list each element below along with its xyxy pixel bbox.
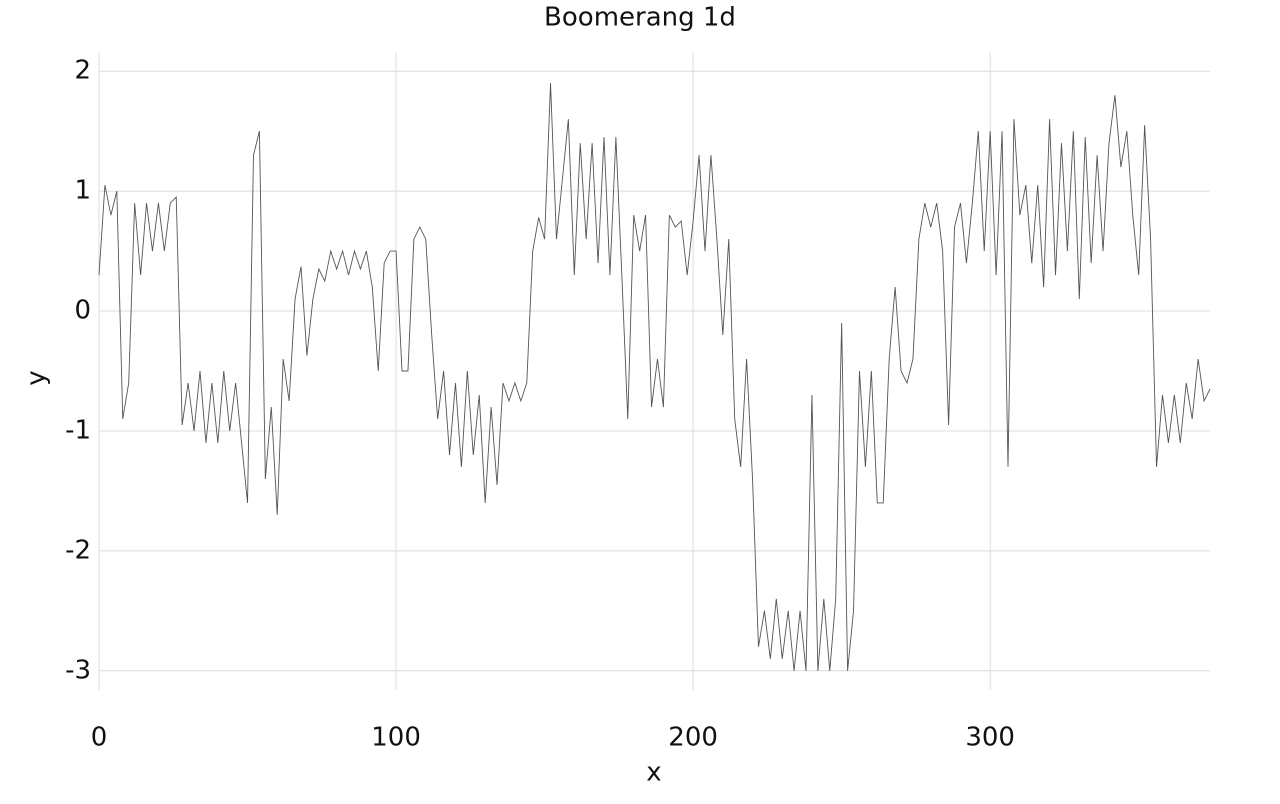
y-tick-label: -3 — [65, 655, 91, 685]
y-axis-label: y — [22, 370, 52, 385]
y-tick-label: 0 — [74, 296, 91, 326]
x-tick-label: 200 — [668, 723, 718, 753]
y-tick-label: -1 — [65, 415, 91, 445]
y-tick-label: 1 — [74, 176, 91, 206]
x-tick-label: 0 — [91, 723, 108, 753]
chart-title: Boomerang 1d — [544, 3, 736, 33]
x-tick-label: 100 — [371, 723, 421, 753]
x-tick-label: 300 — [965, 723, 1015, 753]
x-axis-label: x — [646, 758, 661, 788]
y-tick-label: -2 — [65, 535, 91, 565]
data-line — [98, 83, 1211, 671]
y-tick-label: 2 — [74, 56, 91, 86]
